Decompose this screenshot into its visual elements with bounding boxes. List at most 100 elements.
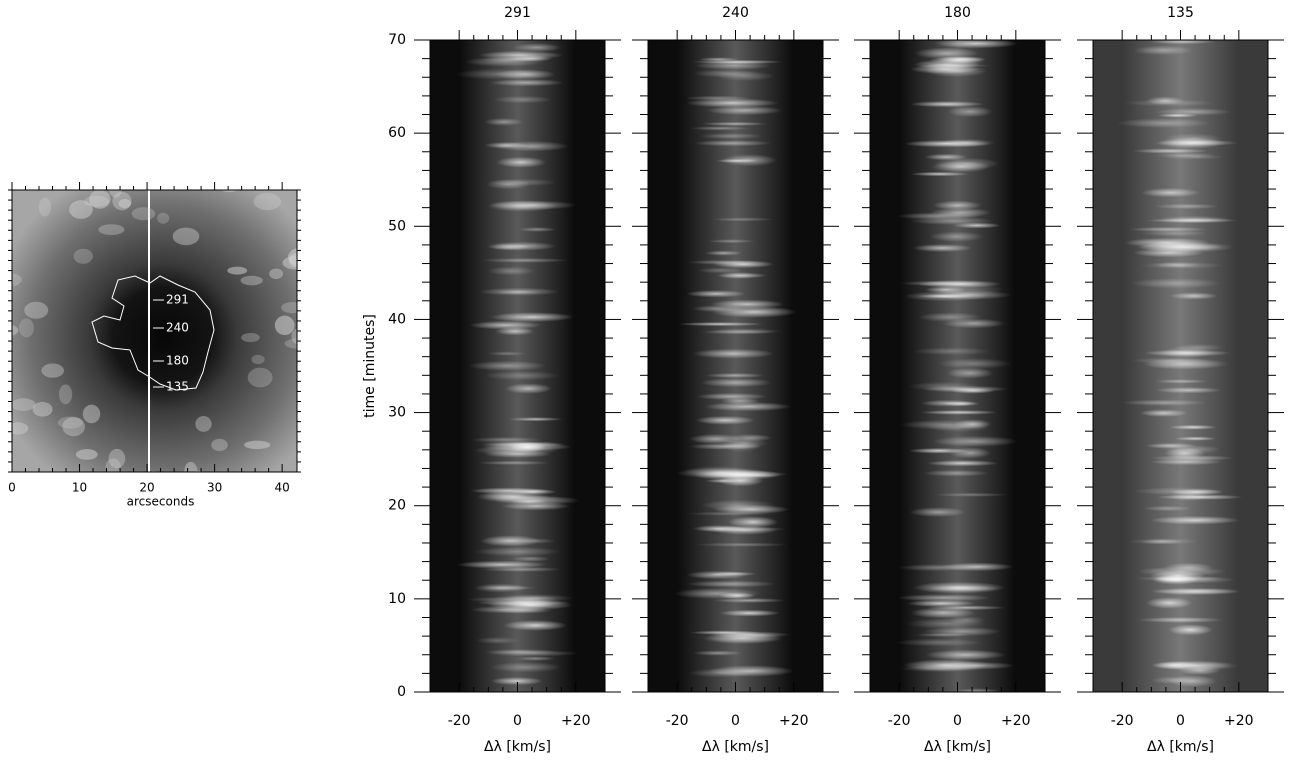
streak — [473, 583, 529, 593]
streak — [1129, 278, 1222, 289]
streak — [515, 656, 556, 661]
streak — [705, 372, 765, 379]
streak — [695, 415, 756, 425]
streak — [454, 68, 541, 80]
streak — [693, 69, 760, 78]
x-axis-label: Δλ [km/s] — [924, 739, 991, 755]
granule — [24, 301, 49, 319]
streak — [903, 659, 989, 672]
streak — [1158, 215, 1231, 224]
x-axis-label: Δλ [km/s] — [1147, 739, 1214, 755]
y-tick-label: 60 — [388, 125, 406, 141]
granule — [57, 416, 84, 429]
spectrogram — [1093, 39, 1268, 692]
streak — [1146, 597, 1193, 609]
granule — [12, 324, 19, 336]
streak — [946, 367, 994, 379]
streak — [708, 665, 794, 677]
granule — [41, 363, 65, 378]
streak — [903, 291, 988, 302]
streak — [696, 267, 744, 274]
granule — [12, 398, 36, 411]
granule — [220, 190, 239, 193]
streak — [947, 106, 993, 118]
spectrogram — [648, 40, 823, 692]
annotation: 240 — [166, 321, 189, 335]
streak — [473, 546, 562, 557]
streak — [686, 290, 746, 298]
streak — [699, 132, 763, 140]
streak — [715, 158, 758, 163]
granule — [118, 198, 132, 209]
granule — [298, 290, 321, 305]
streak — [490, 676, 543, 686]
streak — [476, 599, 571, 606]
x-tick-label: 0 — [513, 713, 522, 729]
y-tick-label: 20 — [388, 498, 406, 514]
x-tick-label: -20 — [448, 713, 471, 729]
streak — [909, 171, 970, 177]
streak — [931, 435, 1018, 447]
streak — [493, 606, 553, 614]
x-tick-label: +20 — [561, 713, 591, 729]
sunspot-background — [12, 190, 297, 472]
streak — [468, 360, 547, 371]
streak — [937, 358, 1012, 369]
streak — [695, 61, 772, 70]
granule — [0, 370, 8, 386]
granule — [131, 207, 156, 221]
x-tick-label: 20 — [139, 481, 154, 495]
streak — [926, 460, 999, 467]
streak — [705, 105, 783, 116]
streak — [469, 487, 549, 495]
streak — [695, 542, 789, 547]
streak — [1150, 455, 1234, 461]
streak — [931, 161, 991, 173]
streak — [486, 179, 531, 190]
streak — [480, 257, 570, 263]
streak — [909, 507, 966, 518]
streak — [504, 383, 553, 394]
streak — [486, 351, 527, 356]
streak — [515, 538, 556, 544]
streak — [929, 231, 984, 242]
streak — [907, 381, 980, 391]
streak — [1139, 409, 1189, 417]
granule — [240, 275, 263, 286]
streak — [719, 609, 780, 617]
spectrogram — [430, 40, 605, 692]
streak — [503, 620, 568, 631]
streak — [934, 38, 1018, 49]
granule — [282, 256, 297, 270]
granule — [184, 461, 198, 472]
streak — [1140, 261, 1225, 270]
granule — [12, 422, 29, 435]
streak — [936, 56, 987, 63]
streak — [910, 607, 976, 619]
streak — [509, 441, 547, 453]
streak — [1149, 587, 1242, 595]
streak — [924, 65, 988, 77]
streak — [487, 200, 557, 212]
streak — [905, 618, 988, 629]
spectrogram — [870, 38, 1045, 696]
granule — [18, 318, 35, 338]
streak — [689, 442, 763, 450]
x-tick-label: 30 — [207, 481, 222, 495]
granule — [281, 302, 297, 314]
granule — [227, 266, 248, 275]
streak — [711, 306, 797, 318]
streak — [710, 217, 775, 222]
streak — [909, 216, 995, 225]
streak — [484, 117, 524, 126]
granule — [73, 248, 93, 264]
streak — [1133, 45, 1193, 56]
streak — [896, 594, 991, 602]
granule — [244, 440, 271, 450]
streak — [1154, 152, 1217, 158]
streak — [707, 239, 755, 244]
streak — [932, 200, 982, 211]
streak — [489, 662, 563, 673]
streak — [1122, 99, 1216, 107]
